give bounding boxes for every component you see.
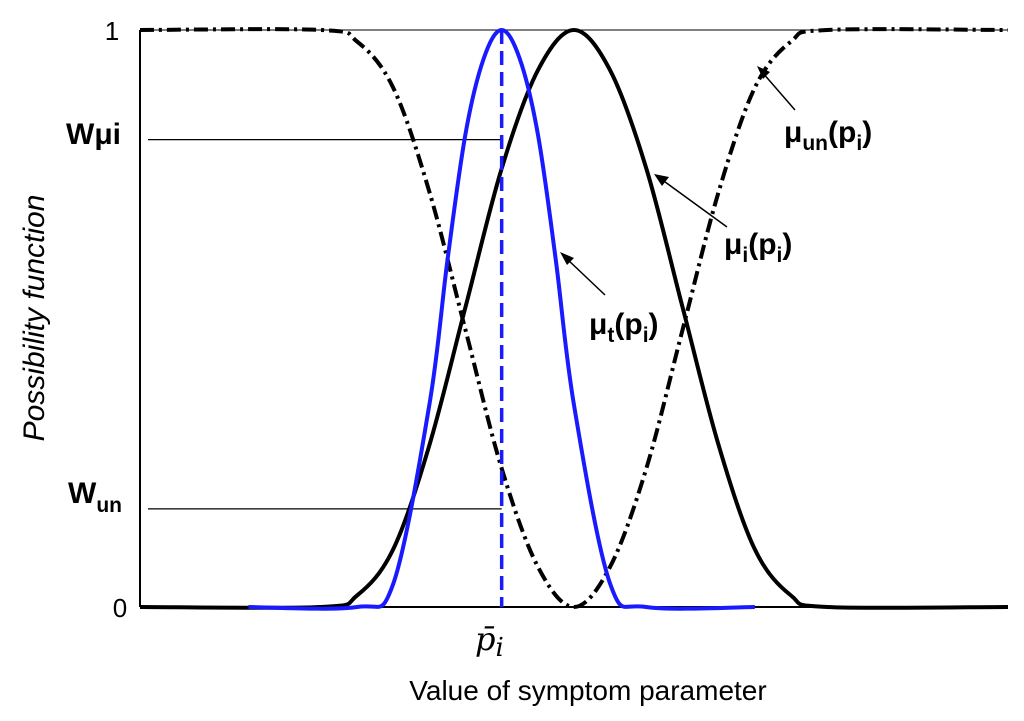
y-tick-label-bottom: 0 [113, 593, 127, 623]
label-mu-t: μt(pi) [589, 308, 659, 347]
arrow-mu-un [757, 66, 796, 111]
y-axis-title: Possibility function [18, 195, 51, 442]
plot-frame [139, 29, 1008, 608]
label-mu-i: μi(pi) [724, 228, 792, 267]
wun-level-label-sub: un [96, 494, 122, 517]
wmui-level-label: Wμi [66, 118, 121, 151]
annotation-arrows [560, 66, 796, 296]
curve-mu-un [139, 27, 1009, 609]
wun-level-label-main: W [68, 477, 97, 510]
arrow-mu-t [560, 252, 606, 296]
label-mu-un: μun(pi) [784, 116, 872, 155]
reference-lines [148, 139, 502, 510]
wmui-level-label-main: Wμi [66, 118, 121, 151]
wun-level-label: Wun [68, 477, 122, 517]
curves [139, 27, 1009, 611]
x-axis-title: Value of symptom parameter [409, 675, 766, 706]
curve-mu-i [139, 28, 1009, 610]
arrow-mu-i [654, 174, 728, 228]
x-tick-label-mean: p̄i [475, 620, 504, 663]
y-tick-label-top: 1 [105, 16, 119, 46]
